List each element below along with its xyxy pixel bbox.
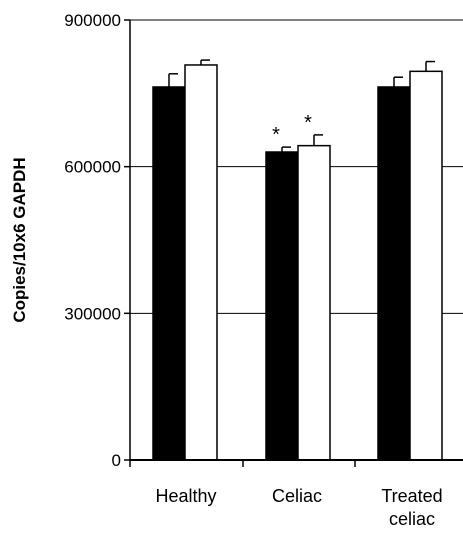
bar xyxy=(409,70,443,461)
x-category-label: Healthy xyxy=(155,486,216,506)
y-tick-label: 0 xyxy=(112,451,121,470)
x-category-label: Treated xyxy=(381,486,442,506)
annotations: ** xyxy=(272,112,312,146)
y-axis-tick-labels: 0 300000 600000 900000 xyxy=(64,11,121,470)
significance-marker: * xyxy=(304,112,312,134)
bar xyxy=(184,64,218,461)
bar xyxy=(377,86,411,461)
x-category-label: celiac xyxy=(389,509,435,529)
y-axis-label: Copies/10x6 GAPDH xyxy=(10,157,29,322)
bar xyxy=(152,86,186,461)
bar xyxy=(297,144,331,461)
axes xyxy=(124,19,463,467)
x-category-label: Celiac xyxy=(272,486,322,506)
y-tick-label: 600000 xyxy=(64,158,121,177)
y-tick-label: 300000 xyxy=(64,304,121,323)
bar xyxy=(265,151,299,461)
y-tick-label: 900000 xyxy=(64,11,121,30)
x-axis-category-labels: Healthy Celiac Treated celiac xyxy=(155,486,442,529)
bars xyxy=(152,59,443,461)
significance-marker: * xyxy=(272,124,280,146)
